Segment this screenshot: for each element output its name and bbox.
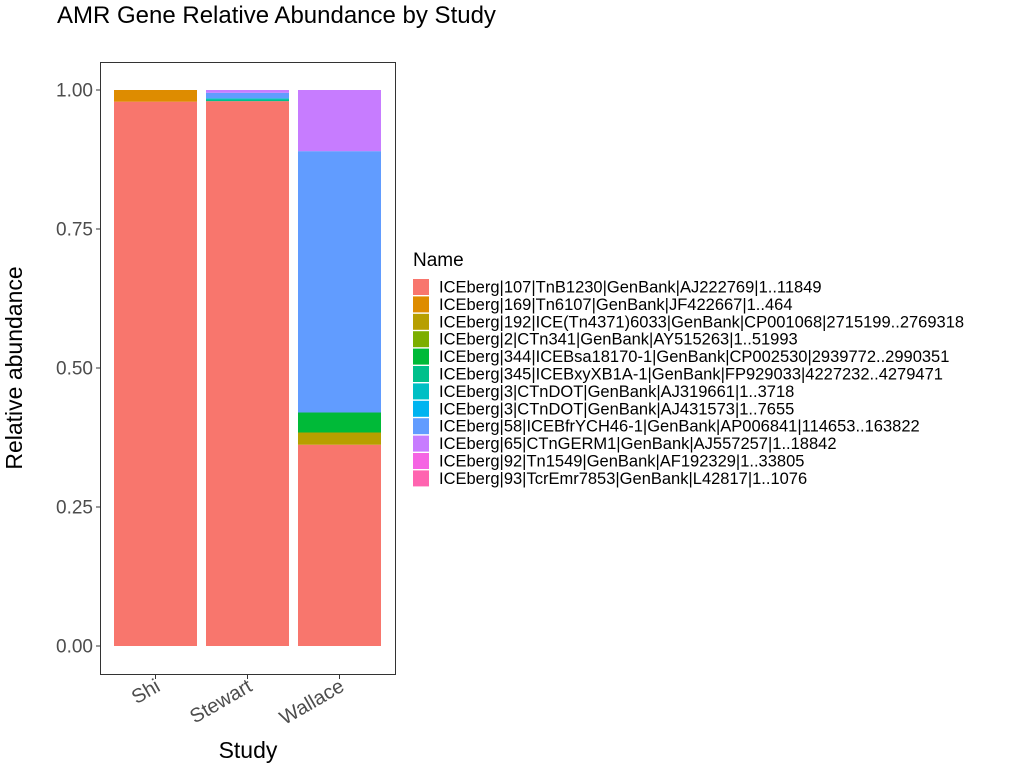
legend-key-5: [413, 366, 429, 382]
legend-label-0: ICEberg|107|TnB1230|GenBank|AJ222769|1..…: [439, 279, 822, 297]
y-tick-label-4: 1.00: [56, 81, 93, 102]
legend-items: ICEberg|107|TnB1230|GenBank|AJ222769|1..…: [413, 279, 964, 488]
x-axis: Shi Stewart Wallace: [128, 674, 348, 730]
x-tick-label-wallace: Wallace: [276, 675, 348, 729]
bar-shi-series-1: [114, 90, 197, 102]
bar-wallace-series-4: [298, 412, 381, 433]
x-tick-label-shi: Shi: [128, 675, 164, 709]
legend-key-9: [413, 435, 429, 452]
legend-label-5: ICEberg|345|ICEBxyXB1A-1|GenBank|FP92903…: [439, 366, 943, 384]
x-tick-label-stewart: Stewart: [186, 675, 256, 728]
bar-shi-series-0: [114, 101, 197, 647]
legend-key-0: [413, 279, 429, 295]
x-axis-title: Study: [219, 737, 278, 763]
legend-label-2: ICEberg|192|ICE(Tn4371)6033|GenBank|CP00…: [439, 313, 964, 331]
legend-label-4: ICEberg|344|ICEBsa18170-1|GenBank|CP0025…: [439, 348, 949, 366]
bar-wallace-series-0: [298, 444, 381, 646]
y-axis: 0.00 0.25 0.50 0.75 1.00: [56, 81, 101, 658]
bar-wallace-series-9: [298, 90, 381, 152]
legend-key-11: [413, 470, 429, 487]
legend-key-8: [413, 418, 429, 435]
legend-label-1: ICEberg|169|Tn6107|GenBank|JF422667|1..4…: [439, 296, 793, 314]
chart-title: AMR Gene Relative Abundance by Study: [57, 2, 496, 29]
legend-label-6: ICEberg|3|CTnDOT|GenBank|AJ319661|1..371…: [439, 383, 794, 401]
y-tick-label-0: 0.00: [56, 637, 93, 658]
legend: Name ICEberg|107|TnB1230|GenBank|AJ22276…: [413, 250, 964, 488]
legend-key-6: [413, 383, 429, 400]
legend-label-9: ICEberg|65|CTnGERM1|GenBank|AJ557257|1..…: [439, 435, 837, 453]
legend-label-10: ICEberg|92|Tn1549|GenBank|AF192329|1..33…: [439, 453, 804, 471]
legend-label-8: ICEberg|58|ICEBfrYCH46-1|GenBank|AP00684…: [439, 418, 920, 436]
legend-label-7: ICEberg|3|CTnDOT|GenBank|AJ431573|1..765…: [439, 400, 794, 418]
legend-key-2: [413, 313, 429, 330]
legend-key-1: [413, 296, 429, 313]
plot-area: 0.00 0.25 0.50 0.75 1.00 Shi Stewart Wallace: [56, 62, 396, 730]
legend-key-4: [413, 348, 429, 365]
bar-stewart-series-0: [206, 101, 289, 647]
y-tick-label-1: 0.25: [56, 498, 93, 519]
legend-key-10: [413, 453, 429, 469]
y-tick-label-3: 0.75: [56, 220, 93, 241]
legend-key-3: [413, 331, 429, 348]
bar-stewart-series-9: [206, 90, 289, 93]
bar-stewart-series-6: [206, 98, 289, 100]
bar-wallace-series-8: [298, 151, 381, 413]
y-axis-title: Relative abundance: [1, 266, 27, 469]
bar-wallace-series-2: [298, 432, 381, 445]
legend-title: Name: [413, 250, 464, 271]
bar-stewart-series-5: [206, 99, 289, 102]
bars-group: [114, 90, 381, 647]
legend-label-11: ICEberg|93|TcrEmr7853|GenBank|L42817|1..…: [439, 470, 807, 488]
legend-label-3: ICEberg|2|CTn341|GenBank|AY515263|1..519…: [439, 331, 798, 349]
bar-stewart-series-8: [206, 92, 289, 99]
y-tick-label-2: 0.50: [56, 359, 93, 380]
legend-key-7: [413, 400, 429, 417]
